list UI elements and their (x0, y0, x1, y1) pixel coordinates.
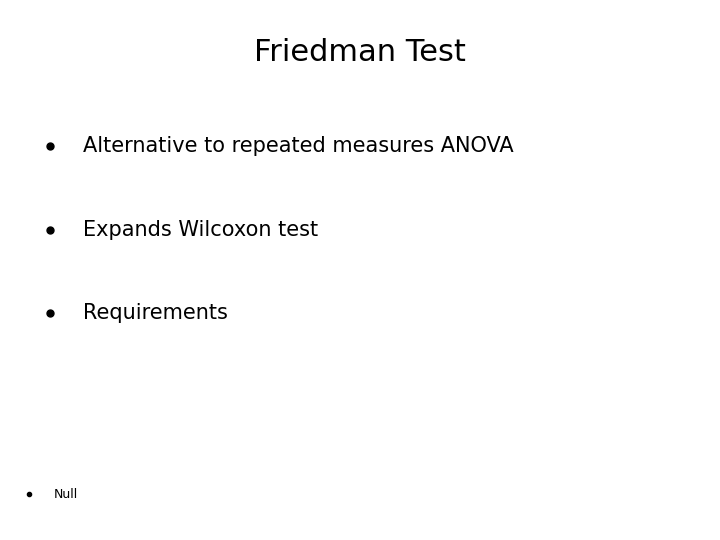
Text: Friedman Test: Friedman Test (254, 38, 466, 67)
Text: Null: Null (54, 488, 78, 501)
Text: Alternative to repeated measures ANOVA: Alternative to repeated measures ANOVA (83, 136, 513, 156)
Text: Requirements: Requirements (83, 303, 228, 323)
Text: Expands Wilcoxon test: Expands Wilcoxon test (83, 219, 318, 240)
